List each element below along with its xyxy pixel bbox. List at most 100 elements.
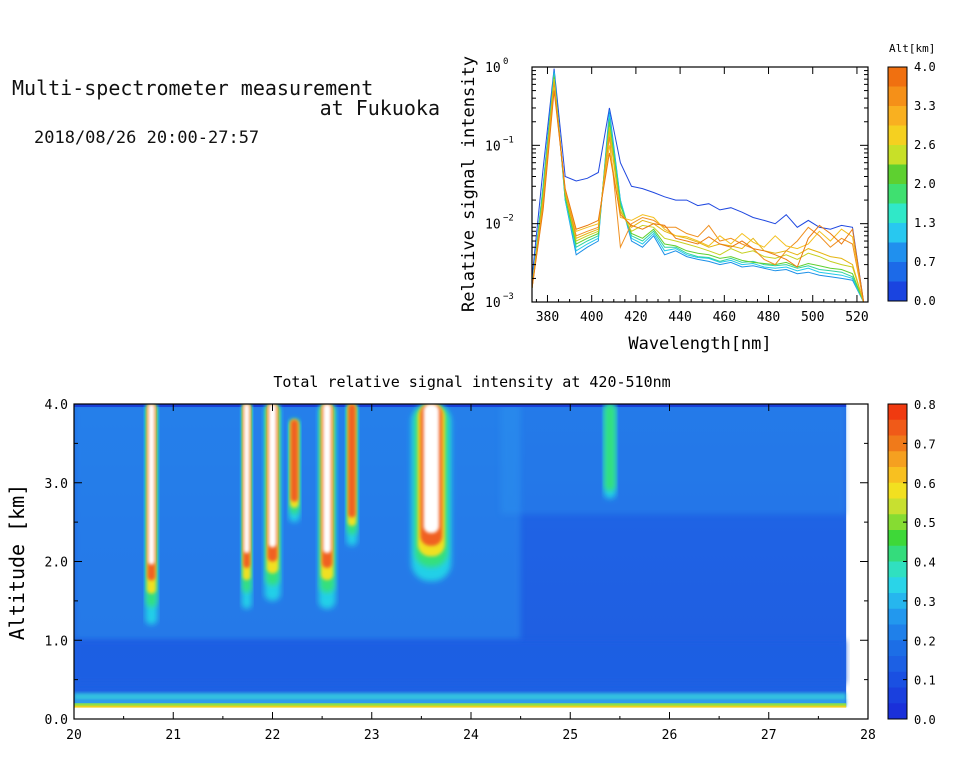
heatmap-xtick-label: 22 — [265, 728, 281, 743]
heatmap-plume-2 — [265, 404, 280, 586]
colorbar-swatch — [888, 624, 907, 641]
heatmap-plume-6 — [417, 404, 445, 557]
colorbar-label: 0.6 — [914, 477, 936, 491]
spectrum-ytick-exp: −2 — [503, 214, 514, 224]
legend-title: Alt[km] — [889, 42, 935, 55]
colorbar-label: 0.3 — [914, 595, 936, 609]
heatmap-ground-layer — [74, 705, 847, 708]
colorbar-swatch — [888, 530, 907, 547]
heatmap-xtick-label: 23 — [364, 728, 380, 743]
colorbar-swatch — [888, 593, 907, 610]
altitude-legend-swatch — [888, 125, 907, 146]
spectrum-series-1 — [532, 70, 865, 302]
altitude-legend-label: 2.0 — [914, 177, 936, 191]
heatmap-plume-4 — [319, 404, 335, 593]
heatmap-plume-3 — [290, 419, 299, 508]
altitude-legend-label: 0.0 — [914, 294, 936, 308]
heatmap-plume-5 — [346, 404, 358, 546]
heatmap-ylabel: Altitude [km] — [5, 484, 29, 641]
heatmap-xtick-label: 25 — [562, 728, 578, 743]
spectrum-ytick-exp: 0 — [503, 57, 508, 67]
spectrum-xtick-label: 460 — [713, 310, 736, 325]
title-line-2: at Fukuoka — [319, 96, 440, 120]
heatmap-plume-7 — [603, 404, 616, 499]
heatmap-plume-2 — [268, 404, 277, 548]
altitude-legend-swatch — [888, 106, 907, 126]
spectrum-series-7 — [532, 84, 865, 302]
colorbar-swatch — [888, 703, 907, 720]
colorbar-swatch — [888, 498, 907, 515]
altitude-legend-label: 3.3 — [914, 99, 936, 113]
spectrum-series-6 — [532, 81, 865, 302]
altitude-legend-label: 4.0 — [914, 60, 936, 74]
altitude-legend-swatch — [888, 67, 907, 87]
heatmap-xtick-label: 24 — [463, 728, 479, 743]
altitude-legend-label: 2.6 — [914, 138, 936, 152]
spectrum-xtick-label: 400 — [580, 310, 603, 325]
heatmap-ground-layer — [74, 700, 847, 707]
altitude-legend-swatch — [888, 281, 907, 302]
heatmap-plume-5 — [348, 404, 356, 518]
colorbar-swatch — [888, 608, 907, 625]
colorbar-swatch — [888, 482, 907, 499]
altitude-legend: 4.0 3.3 2.6 2.0 1.3 0.7 0.0 — [887, 60, 936, 308]
heatmap-xtick-label: 21 — [165, 728, 181, 743]
colorbar-label: 0.7 — [914, 437, 936, 451]
altitude-legend-swatch — [888, 242, 907, 263]
spectrum-xtick-label: 520 — [845, 310, 868, 325]
spectrum-ytick-exp: −3 — [503, 292, 514, 302]
heatmap-plume-6 — [423, 404, 440, 533]
altitude-legend-swatch — [888, 86, 907, 107]
colorbar-label: 0.2 — [914, 634, 936, 648]
heatmap-layer — [74, 640, 847, 684]
colorbar-swatch — [888, 451, 907, 468]
heatmap-ytick-label: 2.0 — [45, 556, 68, 571]
heatmap-xtick-label: 26 — [662, 728, 678, 743]
heatmap-plot-frame — [73, 403, 869, 720]
heatmap-plume-1 — [242, 404, 252, 593]
spectrum-xtick-label: 440 — [668, 310, 691, 325]
spectrum-series-2 — [532, 72, 865, 302]
heatmap-field — [74, 404, 847, 708]
spectrum-ylabel: Relative signal intensity — [459, 56, 479, 312]
spectrum-ytick-exp: −1 — [503, 135, 514, 145]
heatmap-plume-6 — [415, 404, 448, 568]
colorbar-label: 0.0 — [914, 713, 936, 727]
spectrum-ytick-label: 10 — [485, 61, 501, 76]
heatmap-plume-1 — [243, 404, 250, 554]
heatmap-ground-layer — [74, 693, 847, 702]
heatmap-plume-1 — [241, 404, 252, 609]
spectrum-series-8 — [532, 87, 865, 302]
altitude-legend-swatch — [888, 223, 907, 243]
colorbar-swatch — [888, 435, 907, 452]
spectrum-series-9 — [532, 90, 865, 302]
colorbar-frame — [887, 403, 908, 720]
heatmap-xtick-label: 28 — [860, 728, 876, 743]
heatmap-plume-0 — [148, 404, 155, 565]
heatmap-layer — [500, 404, 847, 515]
heatmap-plume-0 — [146, 404, 157, 607]
altitude-legend-label: 0.7 — [914, 255, 936, 269]
spectrum-series-5 — [532, 79, 865, 302]
spectrum-series-4 — [532, 76, 865, 302]
spectrum-xtick-label: 380 — [536, 310, 559, 325]
colorbar-swatch — [888, 561, 907, 578]
heatmap-plume-0 — [146, 404, 156, 594]
altitude-legend-frame — [887, 66, 908, 302]
colorbar-label: 0.8 — [914, 398, 936, 412]
heatmap-plume-1 — [242, 404, 251, 581]
spectrum-xtick-label: 500 — [801, 310, 824, 325]
heatmap-plume-4 — [320, 404, 334, 581]
colorbar-swatch — [888, 404, 907, 421]
spectrum-xlabel: Wavelength[nm] — [628, 334, 771, 354]
heatmap-plume-4 — [321, 404, 333, 568]
spectrum-plot-frame — [531, 66, 869, 303]
spectrum-ytick-label: 10 — [485, 139, 501, 154]
altitude-legend-swatch — [888, 184, 907, 204]
colorbar-swatch — [888, 577, 907, 594]
colorbar-swatch — [888, 671, 907, 688]
spectrum-series-0 — [532, 68, 865, 302]
heatmap-layer — [74, 404, 521, 641]
heatmap-xtick-label: 20 — [66, 728, 82, 743]
